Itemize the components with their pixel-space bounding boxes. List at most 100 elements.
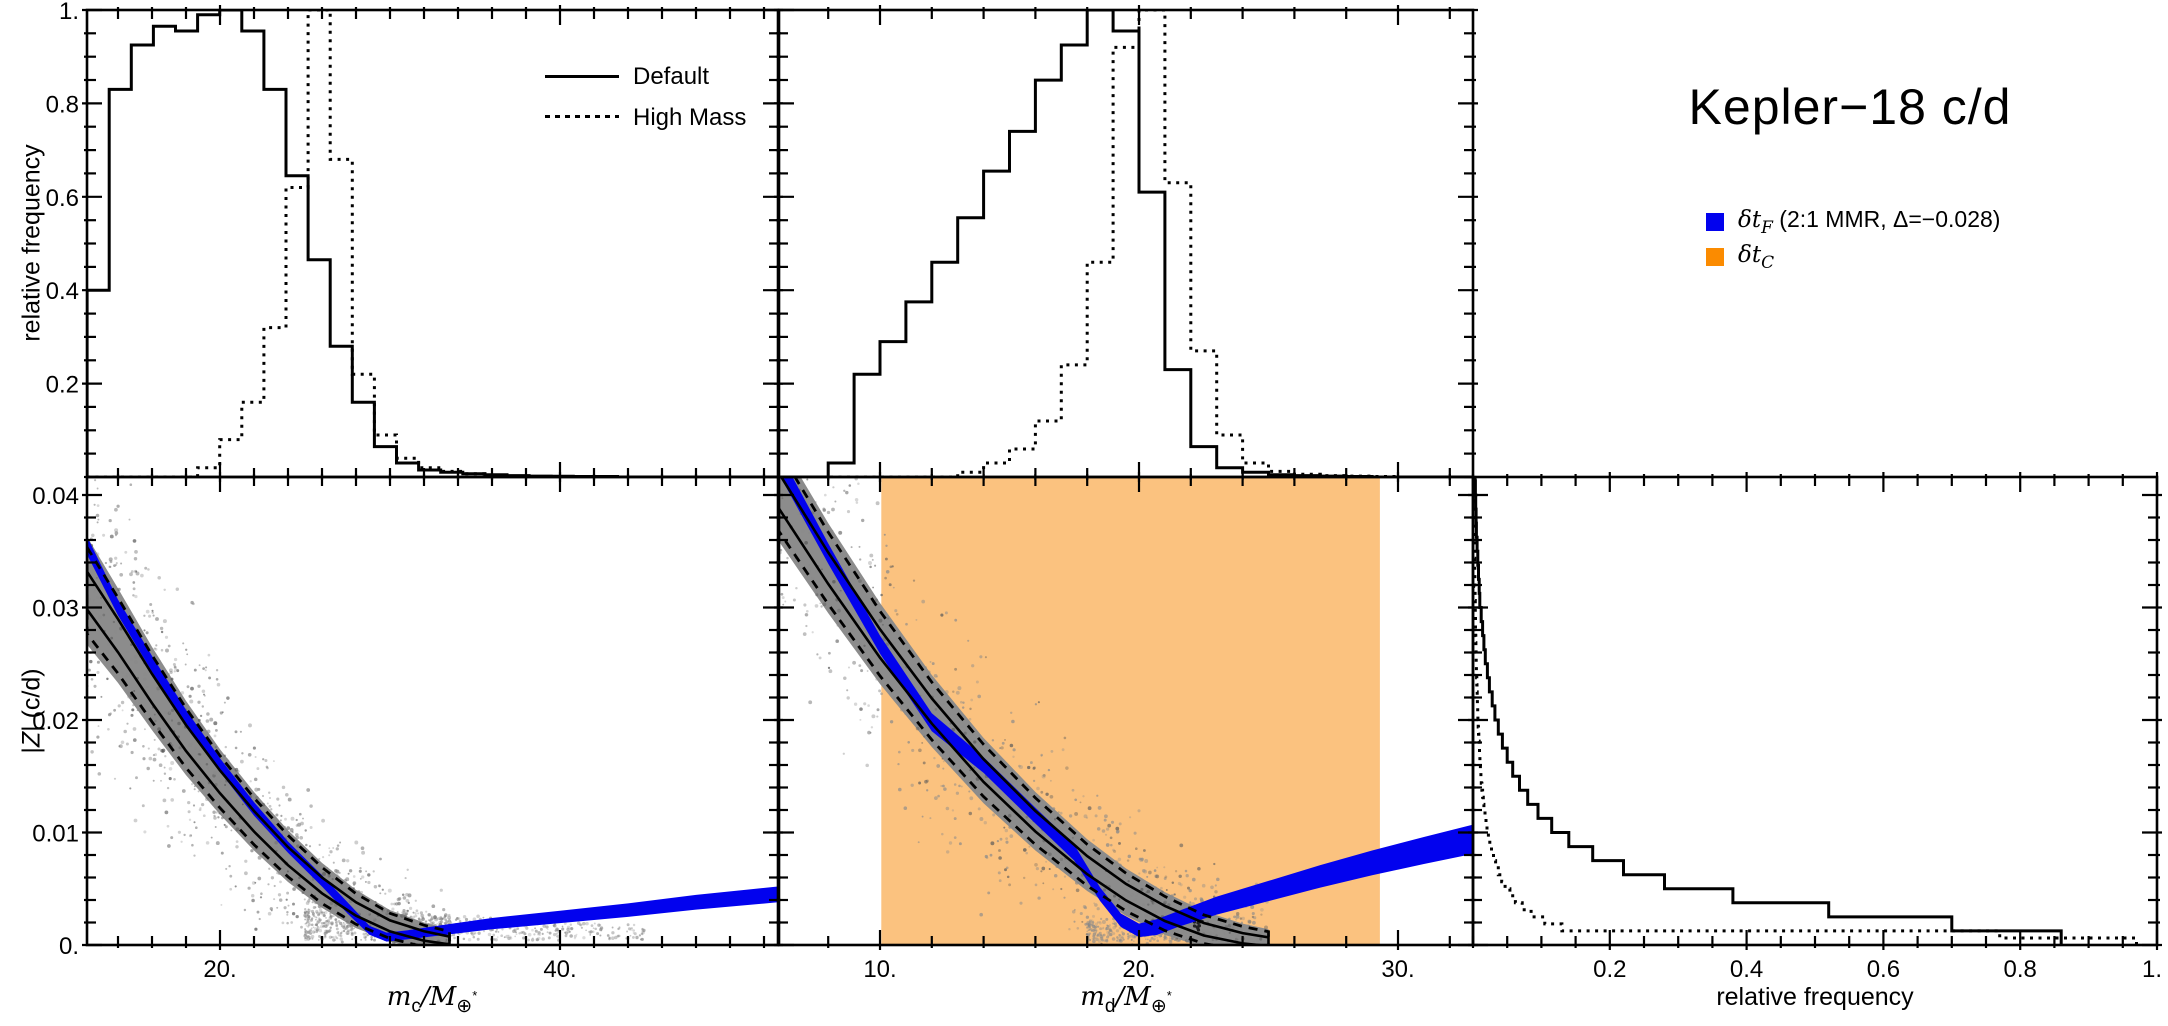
- scatter-dot: [142, 672, 147, 677]
- tick-label: 0.8: [46, 91, 79, 118]
- scatter-dot: [223, 754, 227, 758]
- scatter-dot: [892, 641, 897, 646]
- scatter-dot: [412, 915, 416, 919]
- scatter-dot: [537, 936, 541, 941]
- scatter-dot: [447, 919, 452, 923]
- scatter-dot: [346, 924, 349, 928]
- scatter-dot: [381, 888, 384, 891]
- scatter-dot: [280, 814, 283, 817]
- scatter-dot: [333, 907, 337, 911]
- scatter-dot: [370, 935, 373, 939]
- scatter-dot: [343, 925, 346, 928]
- scatter-dot: [214, 826, 217, 828]
- scatter-dot: [197, 684, 201, 688]
- scatter-dot: [1256, 950, 1258, 952]
- scatter-dot: [223, 701, 226, 704]
- scatter-dot: [310, 918, 313, 922]
- scatter-dot: [407, 901, 410, 905]
- scatter-dot: [1005, 866, 1009, 870]
- scatter-dot: [406, 868, 409, 871]
- scatter-dot: [418, 964, 420, 966]
- scatter-dot: [1171, 935, 1176, 939]
- scatter-dot: [811, 631, 814, 634]
- scatter-dot: [1223, 932, 1226, 935]
- scatter-dot: [437, 916, 441, 920]
- scatter-dot: [234, 730, 238, 734]
- scatter-dot: [375, 920, 379, 923]
- scatter-dot: [1200, 929, 1203, 932]
- scatter-dot: [1174, 951, 1176, 953]
- scatter-dot: [341, 858, 346, 863]
- scatter-dot: [286, 921, 289, 925]
- scatter-dot: [330, 922, 334, 926]
- scatter-dot: [1202, 930, 1204, 933]
- scatter-dot: [617, 934, 620, 938]
- scatter-dot: [1006, 813, 1009, 816]
- scatter-dot: [334, 869, 338, 873]
- scatter-dot: [842, 752, 845, 755]
- scatter-dot: [1004, 738, 1006, 741]
- scatter-dot: [1166, 931, 1169, 934]
- scatter-dot: [308, 937, 312, 940]
- scatter-dot: [878, 689, 882, 693]
- scatter-dot: [803, 603, 807, 607]
- scatter-dot: [1106, 939, 1109, 941]
- scatter-dot: [317, 939, 320, 941]
- scatter-dot: [205, 797, 209, 801]
- scatter-dot: [843, 676, 847, 681]
- scatter-dot: [898, 634, 901, 638]
- scatter-dot: [1118, 933, 1121, 937]
- scatter-dot: [96, 613, 99, 616]
- tick-label: 40.: [543, 956, 576, 983]
- scatter-dot: [1082, 795, 1085, 798]
- scatter-dot: [1235, 914, 1240, 919]
- scatter-dot: [265, 765, 269, 769]
- scatter-dot: [1268, 949, 1270, 951]
- scatter-dot: [356, 890, 361, 894]
- scatter-dot: [802, 632, 807, 636]
- scatter-dot: [1105, 917, 1109, 921]
- scatter-dot: [516, 927, 520, 930]
- scatter-dot: [978, 744, 983, 749]
- scatter-dot: [103, 603, 108, 608]
- scatter-dot: [338, 949, 341, 952]
- scatter-dot: [1259, 962, 1262, 965]
- scatter-dot: [1160, 909, 1164, 913]
- scatter-dot: [315, 930, 319, 934]
- scatter-dot: [1190, 933, 1193, 936]
- scatter-dot: [443, 969, 445, 971]
- scatter-dot: [196, 750, 200, 754]
- scatter-dot: [944, 611, 948, 615]
- scatter-dot: [330, 905, 333, 908]
- scatter-dot: [171, 707, 174, 710]
- scatter-dot: [141, 804, 145, 808]
- scatter-dot: [810, 550, 815, 555]
- scatter-dot: [400, 913, 405, 918]
- scatter-dot: [881, 623, 884, 626]
- scatter-dot: [454, 918, 458, 922]
- scatter-dot: [940, 785, 943, 787]
- scatter-dot: [1130, 938, 1133, 941]
- scatter-dot: [805, 378, 807, 380]
- scatter-dot: [250, 849, 254, 853]
- scatter-dot: [972, 789, 976, 792]
- legend-line-solid: [545, 75, 619, 78]
- scatter-dot: [251, 792, 256, 797]
- scatter-dot: [1120, 930, 1124, 934]
- scatter-dot: [374, 907, 377, 910]
- scatter-dot: [599, 934, 602, 937]
- scatter-dot: [942, 767, 945, 770]
- scatter-dot: [1025, 851, 1028, 855]
- scatter-dot: [915, 716, 919, 720]
- scatter-dot: [1239, 917, 1243, 920]
- scatter-dot: [115, 587, 118, 591]
- scatter-dot: [507, 934, 510, 937]
- scatter-dot: [1105, 928, 1108, 931]
- scatter-dot: [362, 932, 366, 936]
- scatter-dot: [903, 806, 908, 810]
- scatter-dot: [782, 603, 785, 606]
- scatter-dot: [311, 937, 314, 940]
- scatter-dot: [290, 921, 294, 924]
- scatter-dot: [979, 817, 984, 821]
